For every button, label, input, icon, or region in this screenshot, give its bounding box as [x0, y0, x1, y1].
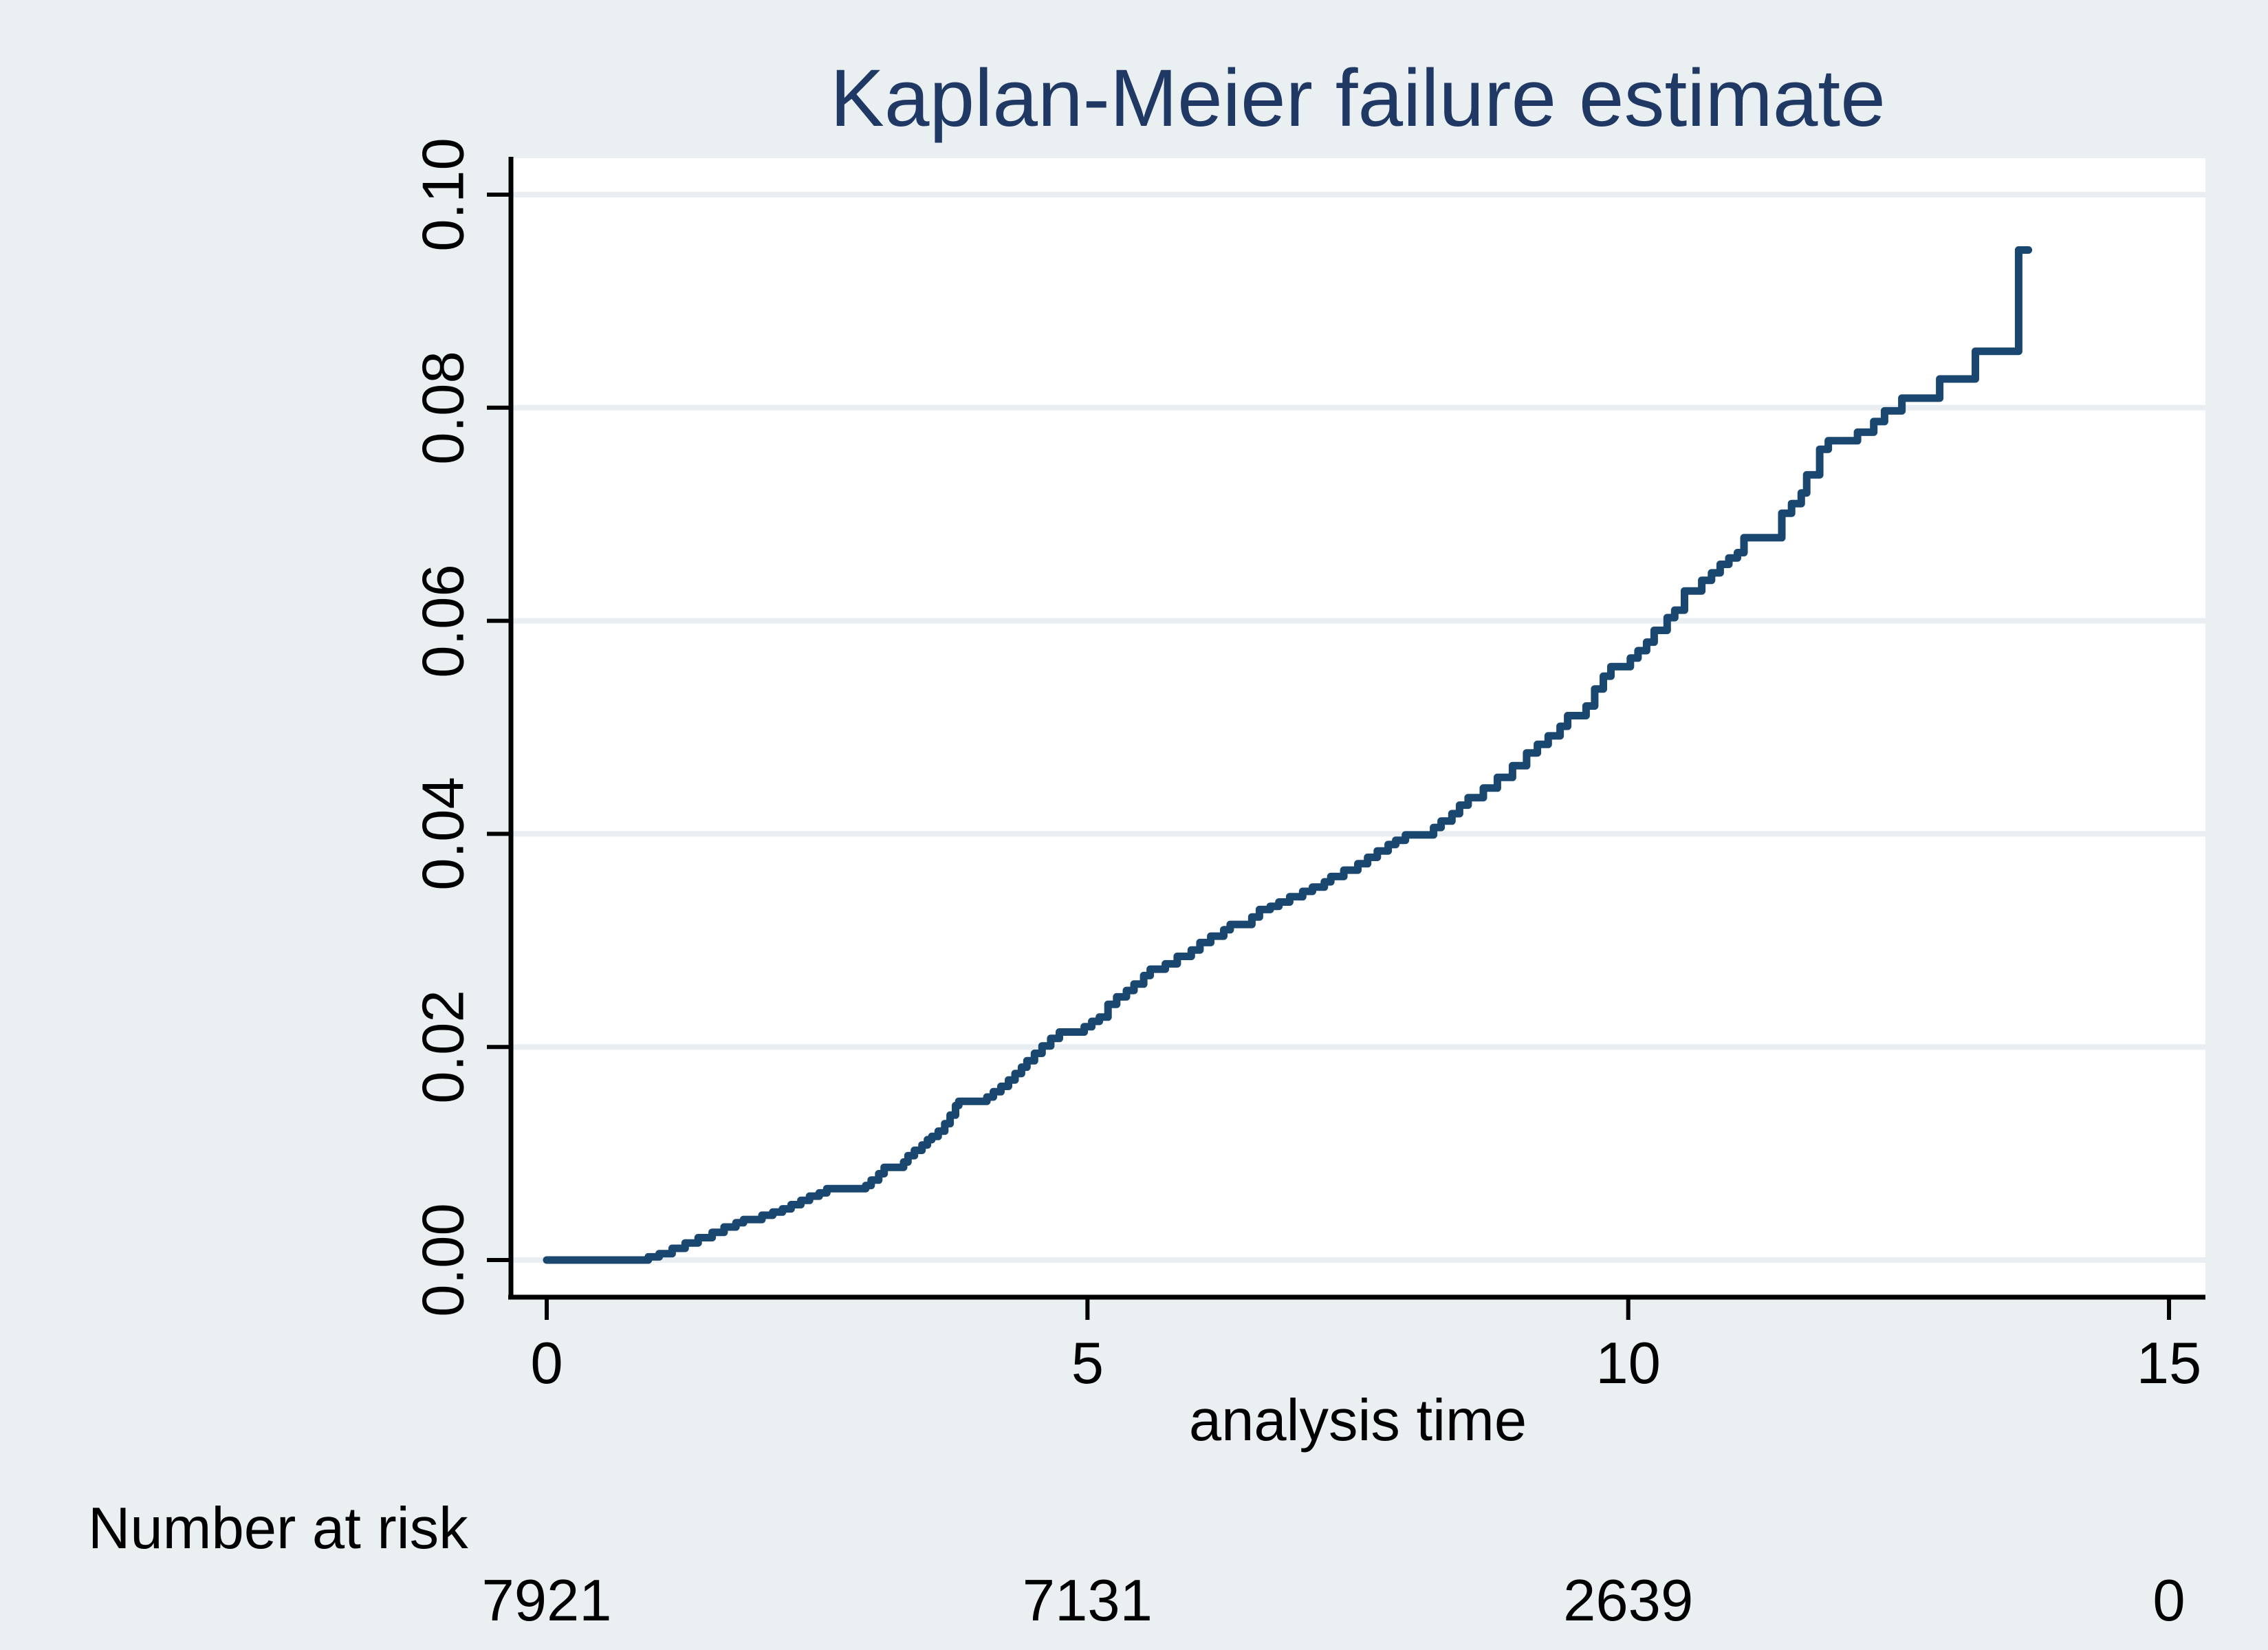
x-axis-title: analysis time — [1188, 1388, 1527, 1453]
km-failure-curve — [543, 246, 2033, 1264]
y-tick-label: 0.04 — [411, 777, 477, 891]
x-tick-label: 5 — [1071, 1331, 1104, 1396]
x-tick-label: 0 — [530, 1331, 563, 1396]
number-at-risk-label: Number at risk — [88, 1496, 468, 1561]
y-tick-label: 0.06 — [411, 563, 477, 678]
y-tick-label: 0.10 — [411, 138, 477, 252]
x-tick-label: 15 — [2136, 1331, 2202, 1396]
chart-title: Kaplan-Meier failure estimate — [830, 53, 1886, 144]
y-tick-label: 0.00 — [411, 1203, 477, 1317]
risk-count: 7131 — [1022, 1568, 1153, 1633]
risk-count: 2639 — [1563, 1568, 1694, 1633]
x-tick-label: 10 — [1595, 1331, 1661, 1396]
risk-count: 7921 — [481, 1568, 612, 1633]
y-tick-label: 0.08 — [411, 351, 477, 465]
y-tick-label: 0.02 — [411, 990, 477, 1104]
risk-count: 0 — [2152, 1568, 2185, 1633]
plot-area — [510, 158, 2205, 1297]
